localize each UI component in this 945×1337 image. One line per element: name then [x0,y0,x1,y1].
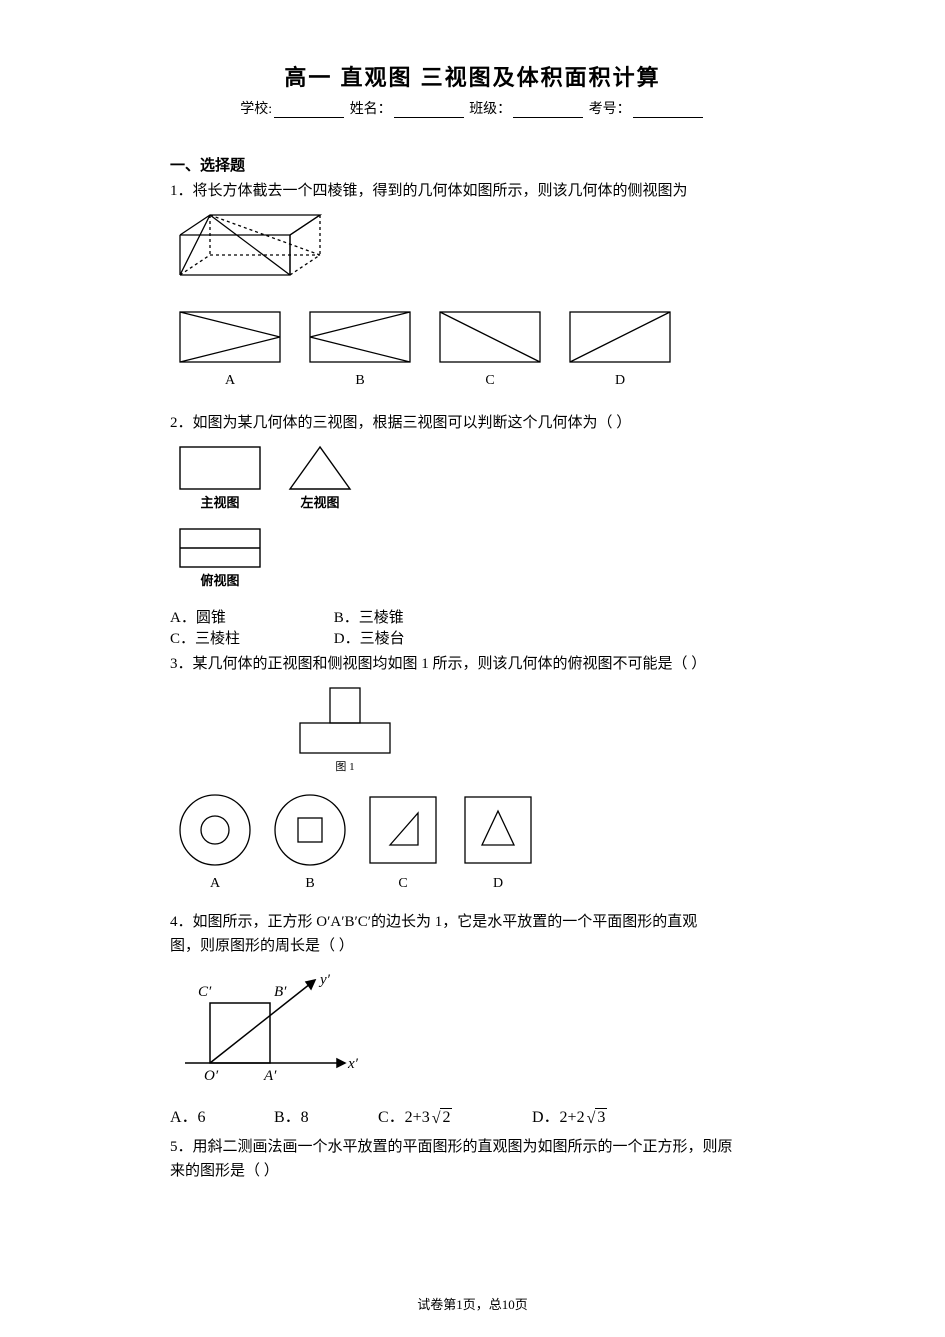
q5-text-2: 来的图形是（ ） [170,1159,775,1183]
q1-opt-C: C [485,373,494,388]
q1-options-figure: A B C D [170,302,775,397]
q4-B: B′ [274,984,287,1000]
label-school: 学校: [240,102,272,117]
q2-C: C．三棱柱 [170,627,330,648]
page: 高一 直观图 三视图及体积面积计算 学校: 姓名： 班级： 考号： 一、选择题 … [0,0,945,1337]
q2-front-label: 主视图 [200,495,239,510]
q4-D-pre: D．2+2 [532,1109,585,1126]
q4-A: A．6 [170,1103,270,1127]
q1-opt-B: B [355,373,364,388]
q4-O: O′ [204,1068,219,1084]
header-line: 学校: 姓名： 班级： 考号： [170,98,775,118]
q4-C-pre: C．2+3 [378,1109,430,1126]
q1-opt-A: A [225,373,236,388]
q4-C-rad: 2 [440,1108,452,1126]
q4-D: D．2+2 3 [532,1103,607,1127]
q4-B: B．8 [274,1103,374,1127]
q2-figure: 主视图 左视图 俯视图 [170,437,775,602]
q3-text: 3．某几何体的正视图和侧视图均如图 1 所示，则该几何体的俯视图不可能是（ ） [170,652,775,676]
q3-main-figure: 图 1 [170,678,775,783]
q5-text-1: 5．用斜二测画法画一个水平放置的平面图形的直观图为如图所示的一个正方形，则原 [170,1135,775,1159]
label-exam: 考号： [589,102,631,117]
q1-main-figure [170,205,775,300]
label-class: 班级： [469,102,511,117]
q3-opt-C: C [398,876,407,891]
section-1-heading: 一、选择题 [170,154,775,175]
page-footer: 试卷第1页，总10页 [0,1294,945,1313]
blank-class [513,103,583,118]
page-title: 高一 直观图 三视图及体积面积计算 [170,60,775,92]
q2-A: A．圆锥 [170,606,330,627]
q3-opt-B: B [305,876,314,891]
q4-options: A．6 B．8 C．2+3 2 D．2+2 3 [170,1103,775,1127]
q3-options-figure: A B C D [170,785,775,900]
q3-opt-D: D [493,876,503,891]
q1-opt-D: D [615,373,625,388]
blank-school [274,103,344,118]
q2-B: B．三棱锥 [334,606,494,627]
q2-D: D．三棱台 [334,627,494,648]
q4-text-2: 图，则原图形的周长是（ ） [170,934,775,958]
blank-name [394,103,464,118]
q4-text-1: 4．如图所示，正方形 O′A′B′C′的边长为 1，它是水平放置的一个平面图形的… [170,910,775,934]
q2-top-label: 俯视图 [200,573,239,588]
q4-x: x′ [347,1056,359,1072]
q4-C: C．2+3 2 [378,1103,528,1127]
blank-exam [633,103,703,118]
q2-text: 2．如图为某几何体的三视图，根据三视图可以判断这个几何体为（ ） [170,411,775,435]
q2-side-label: 左视图 [300,495,339,510]
q4-C: C′ [198,984,212,1000]
q4-figure: C′ B′ O′ A′ x′ y′ [170,968,775,1093]
q1-text: 1．将长方体截去一个四棱锥，得到的几何体如图所示，则该几何体的侧视图为 [170,179,775,203]
q4-D-rad: 3 [595,1108,607,1126]
q4-A: A′ [263,1068,277,1084]
q2-options: A．圆锥 B．三棱锥 C．三棱柱 D．三棱台 [170,606,775,648]
q3-fig-label: 图 1 [335,760,354,773]
q4-y: y′ [318,972,331,988]
q3-opt-A: A [210,876,221,891]
label-name: 姓名： [350,102,392,117]
